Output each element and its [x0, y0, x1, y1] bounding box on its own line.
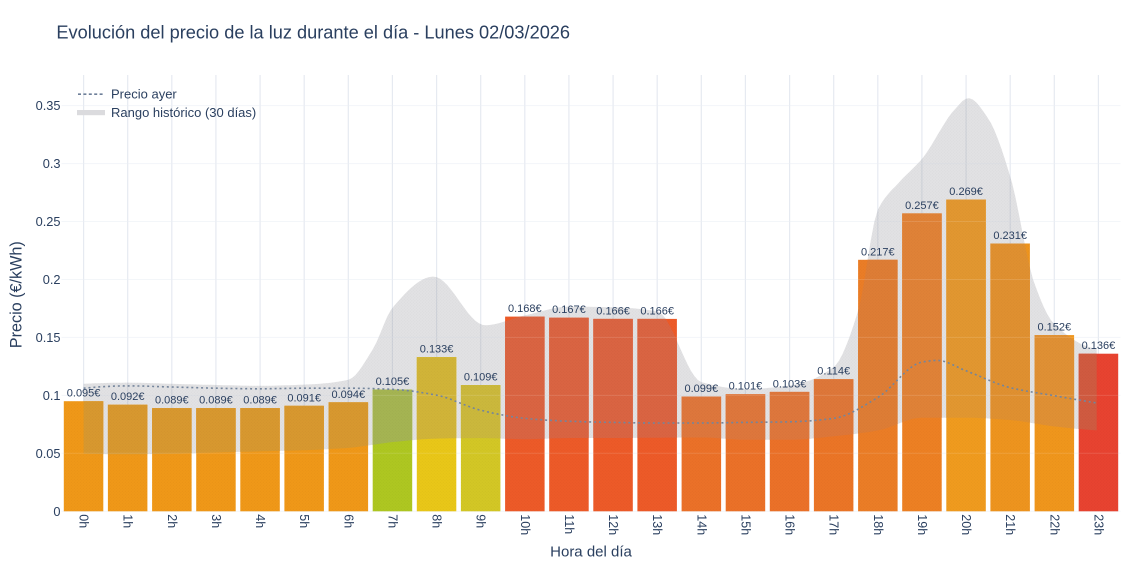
- svg-text:0.166€: 0.166€: [596, 305, 630, 317]
- svg-text:0.103€: 0.103€: [773, 378, 807, 390]
- svg-text:0.166€: 0.166€: [640, 305, 674, 317]
- svg-text:Precio ayer: Precio ayer: [111, 87, 177, 102]
- svg-text:17h: 17h: [827, 514, 841, 535]
- svg-text:0.167€: 0.167€: [552, 304, 586, 316]
- svg-text:3h: 3h: [209, 514, 223, 528]
- svg-text:0.099€: 0.099€: [684, 383, 718, 395]
- svg-text:0.133€: 0.133€: [420, 344, 454, 356]
- svg-text:0.231€: 0.231€: [993, 230, 1027, 242]
- svg-text:15h: 15h: [738, 514, 752, 535]
- svg-text:0.136€: 0.136€: [1082, 340, 1116, 352]
- svg-text:20h: 20h: [959, 514, 973, 535]
- svg-text:9h: 9h: [474, 514, 488, 528]
- svg-text:0.152€: 0.152€: [1037, 322, 1071, 334]
- svg-text:22h: 22h: [1047, 514, 1061, 535]
- svg-text:21h: 21h: [1003, 514, 1017, 535]
- svg-text:0.105€: 0.105€: [376, 376, 410, 388]
- svg-text:0.35: 0.35: [36, 98, 61, 113]
- svg-text:0.089€: 0.089€: [199, 395, 233, 407]
- svg-text:0.168€: 0.168€: [508, 303, 542, 315]
- svg-text:Evolución del precio de la luz: Evolución del precio de la luz durante e…: [56, 23, 570, 43]
- svg-text:0.269€: 0.269€: [949, 186, 983, 198]
- svg-text:19h: 19h: [915, 514, 929, 535]
- svg-text:0.3: 0.3: [43, 156, 61, 171]
- svg-text:5h: 5h: [297, 514, 311, 528]
- svg-text:0.089€: 0.089€: [243, 395, 277, 407]
- svg-text:0.091€: 0.091€: [287, 392, 321, 404]
- svg-text:18h: 18h: [871, 514, 885, 535]
- svg-text:0.114€: 0.114€: [817, 366, 850, 378]
- svg-text:4h: 4h: [253, 514, 267, 528]
- svg-text:0.15: 0.15: [36, 330, 61, 345]
- svg-text:Rango histórico (30 días): Rango histórico (30 días): [111, 105, 256, 120]
- svg-text:0.094€: 0.094€: [331, 389, 365, 401]
- svg-text:14h: 14h: [694, 514, 708, 535]
- svg-text:0.092€: 0.092€: [111, 391, 145, 403]
- svg-text:0.257€: 0.257€: [905, 200, 939, 212]
- svg-text:10h: 10h: [518, 514, 532, 535]
- svg-text:2h: 2h: [165, 514, 179, 528]
- svg-text:0.089€: 0.089€: [155, 395, 189, 407]
- svg-text:23h: 23h: [1091, 514, 1105, 535]
- svg-text:0: 0: [53, 504, 60, 519]
- svg-text:13h: 13h: [650, 514, 664, 535]
- svg-text:0.095€: 0.095€: [67, 388, 101, 400]
- svg-text:0.109€: 0.109€: [464, 372, 498, 384]
- svg-text:0.05: 0.05: [36, 446, 61, 461]
- svg-text:Hora del día: Hora del día: [550, 544, 632, 561]
- svg-text:6h: 6h: [341, 514, 355, 528]
- svg-text:0h: 0h: [77, 514, 91, 528]
- svg-text:7h: 7h: [385, 514, 399, 528]
- svg-text:Precio (€/kWh): Precio (€/kWh): [8, 241, 26, 348]
- svg-text:1h: 1h: [121, 514, 135, 528]
- svg-text:8h: 8h: [430, 514, 444, 528]
- svg-text:0.25: 0.25: [36, 214, 61, 229]
- svg-text:0.101€: 0.101€: [729, 381, 763, 393]
- svg-text:12h: 12h: [606, 514, 620, 535]
- svg-text:0.217€: 0.217€: [861, 246, 895, 258]
- svg-text:11h: 11h: [562, 514, 576, 534]
- svg-text:0.2: 0.2: [43, 272, 61, 287]
- svg-text:16h: 16h: [783, 514, 797, 535]
- svg-text:0.1: 0.1: [43, 388, 61, 403]
